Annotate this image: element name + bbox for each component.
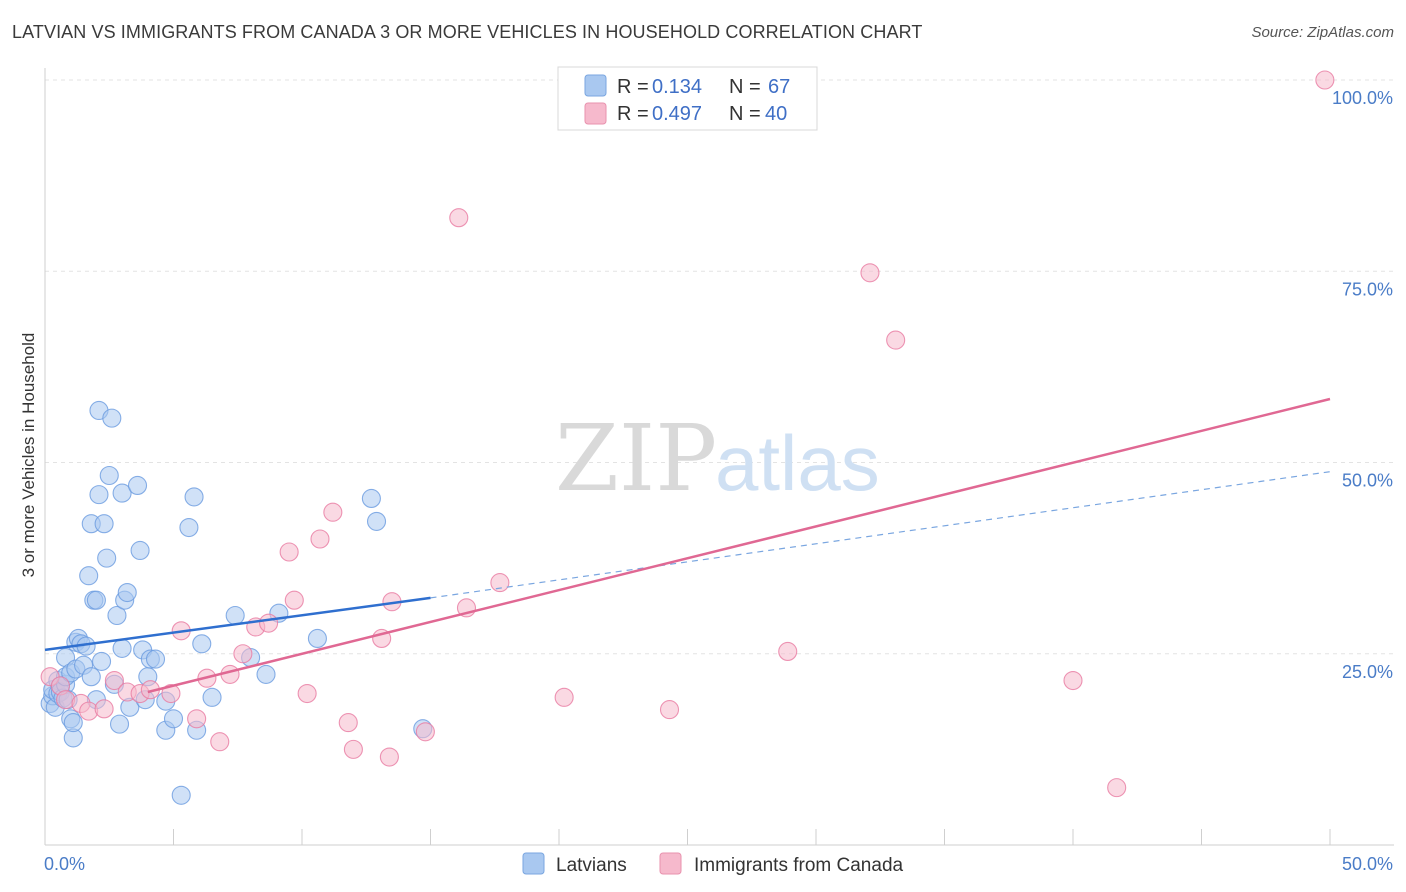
legend-n-value-2: 40: [765, 103, 787, 125]
legend-r-value-1: 0.134: [652, 76, 702, 98]
point-s2-24: [338, 713, 358, 733]
legend-bottom-swatch-canada: [659, 852, 682, 875]
x-tick-label-0: 0.0%: [44, 854, 85, 874]
y-tick-label-3: 100.0%: [1332, 88, 1393, 108]
y-axis-label: 3 or more Vehicles in Household: [19, 333, 38, 578]
point-s1-37: [107, 605, 127, 626]
point-s1-65: [361, 488, 381, 509]
watermark-zip: ZIP: [555, 405, 717, 512]
point-s2-19: [279, 542, 299, 562]
point-s1-64: [307, 628, 327, 649]
point-s2-23: [323, 502, 343, 522]
point-s1-42: [117, 582, 137, 603]
point-s2-33: [554, 687, 574, 707]
series-immigrants-from-canada: [40, 70, 1335, 798]
watermark-atlas: atlas: [715, 419, 880, 507]
grid-lines: [45, 79, 1394, 655]
point-s2-27: [379, 747, 399, 767]
point-s1-23: [79, 566, 99, 586]
point-s1-33: [97, 548, 117, 568]
trendline-latvians: [44, 596, 431, 652]
point-s2-35: [778, 641, 798, 662]
legend-bottom: Latvians Immigrants from Canada: [522, 852, 904, 876]
point-s2-25: [343, 739, 363, 759]
point-s1-35: [102, 408, 122, 428]
point-s2-10: [161, 683, 181, 704]
point-s1-38: [109, 714, 130, 734]
point-s2-38: [1063, 670, 1083, 691]
series-latvians: [40, 400, 433, 805]
legend-n-label-1: N =: [729, 76, 761, 98]
point-s1-34: [99, 465, 119, 486]
point-s1-16: [63, 713, 83, 733]
point-s2-39: [1107, 778, 1127, 798]
watermark: ZIP atlas: [555, 405, 880, 512]
point-s1-29: [89, 485, 109, 505]
point-s2-37: [886, 330, 906, 350]
point-s1-55: [179, 517, 199, 538]
legend-swatch-canada: [584, 102, 607, 125]
axes: [44, 68, 1394, 846]
point-s2-40: [1315, 70, 1335, 90]
legend-bottom-swatch-latvians: [522, 852, 545, 875]
point-s1-50: [145, 649, 166, 669]
y-tick-label-2: 75.0%: [1342, 279, 1393, 299]
point-s1-45: [130, 540, 150, 561]
point-s2-36: [860, 263, 880, 283]
legend-bottom-label-canada: Immigrants from Canada: [694, 855, 904, 876]
point-s1-56: [184, 487, 204, 507]
point-s1-40: [112, 638, 132, 658]
point-s1-53: [163, 709, 184, 729]
legend-r-label-1: R =: [617, 76, 649, 98]
point-s1-66: [366, 511, 387, 531]
point-s1-58: [192, 634, 212, 654]
y-tick-label-0: 25.0%: [1342, 662, 1393, 682]
point-s1-59: [202, 687, 222, 707]
point-s2-14: [210, 732, 230, 752]
legend-n-label-2: N =: [729, 103, 761, 125]
point-s2-6: [104, 670, 124, 691]
point-s1-31: [91, 651, 112, 671]
point-s1-44: [127, 475, 148, 496]
point-s2-16: [233, 644, 253, 664]
point-s2-34: [659, 700, 680, 720]
point-s2-12: [187, 709, 207, 729]
x-tick-label-1: 50.0%: [1342, 854, 1393, 874]
point-s1-60: [225, 605, 245, 626]
y-tick-label-1: 50.0%: [1342, 471, 1393, 491]
point-s1-62: [256, 664, 276, 684]
x-tick-labels: 0.0% 50.0%: [44, 854, 1393, 874]
point-s1-54: [171, 785, 191, 805]
point-s2-20: [284, 590, 304, 610]
legend-r-value-2: 0.497: [652, 103, 702, 125]
legend-n-value-1: 67: [768, 76, 790, 98]
trendline-latvians-extension: [430, 471, 1331, 599]
point-s1-32: [94, 514, 114, 534]
point-s1-39: [112, 483, 132, 503]
source-label: Source: ZipAtlas.com: [1251, 24, 1394, 41]
legend-r-label-2: R =: [617, 103, 649, 125]
legend-bottom-label-latvians: Latvians: [556, 855, 627, 876]
legend-swatch-latvians: [584, 74, 607, 97]
trendlines: [44, 397, 1331, 694]
point-s1-24: [81, 667, 101, 687]
point-s2-22: [310, 529, 330, 549]
trendline-canada: [147, 397, 1331, 694]
point-s2-21: [297, 683, 317, 704]
point-s2-5: [94, 699, 114, 719]
point-s2-29: [415, 722, 435, 742]
point-s2-18: [259, 613, 279, 633]
point-s1-27: [86, 590, 106, 610]
legend-top: R = 0.134 N = 67 R = 0.497 N = 40: [557, 66, 818, 131]
point-s2-30: [449, 208, 469, 228]
y-tick-labels: 25.0% 50.0% 75.0% 100.0%: [1332, 88, 1393, 682]
point-s2-32: [490, 573, 510, 593]
chart-title: LATVIAN VS IMMIGRANTS FROM CANADA 3 OR M…: [12, 22, 923, 42]
